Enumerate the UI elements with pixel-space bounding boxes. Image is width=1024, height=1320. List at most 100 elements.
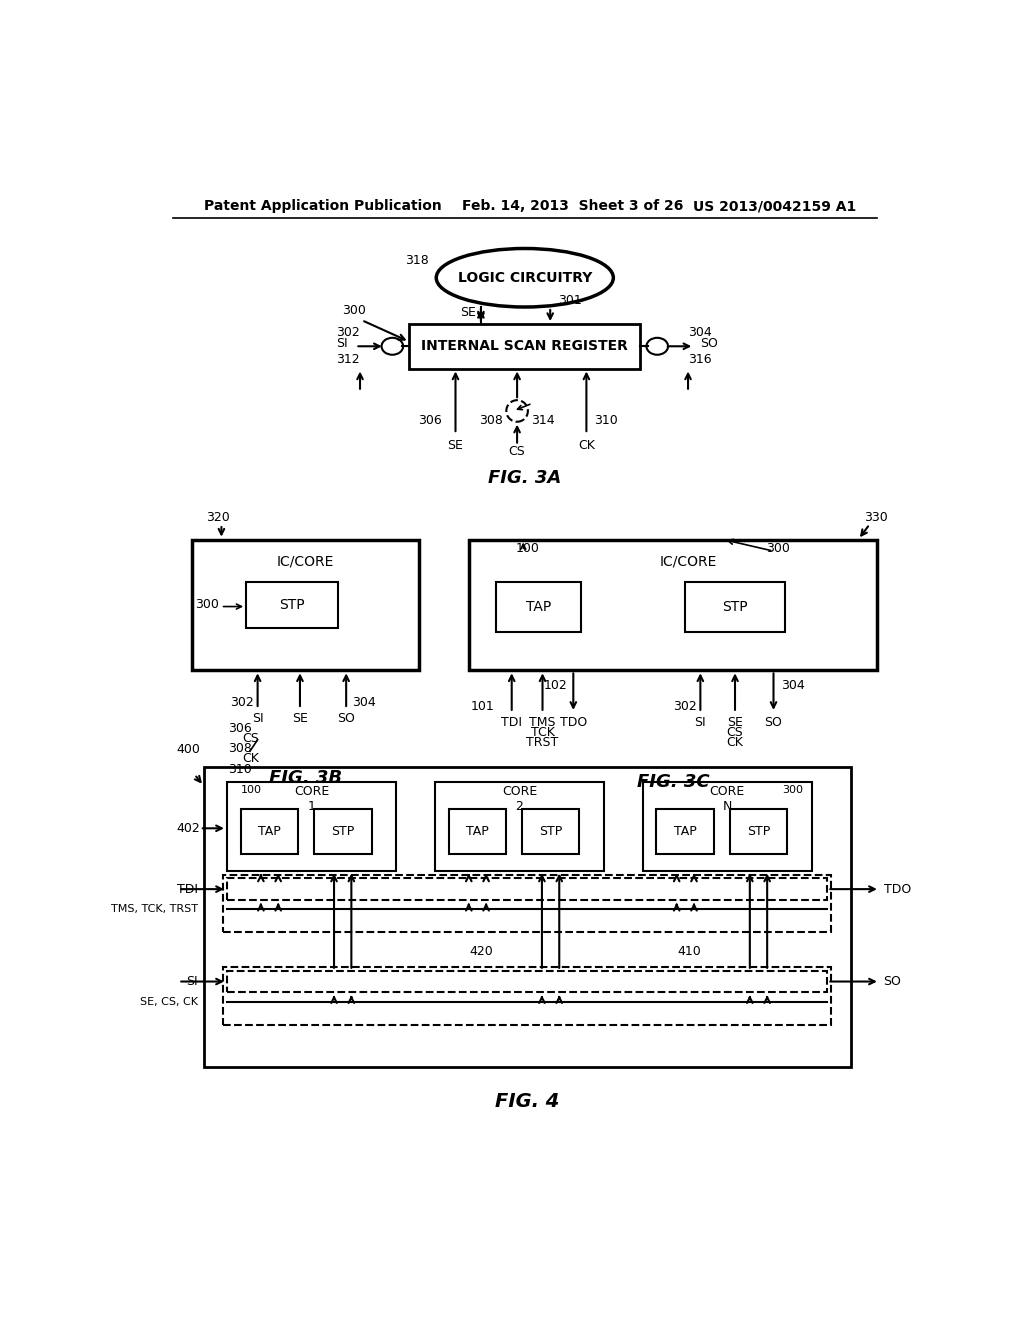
Text: SO: SO [337,711,355,725]
Bar [656,809,714,854]
Text: FIG. 4: FIG. 4 [495,1092,559,1111]
Bar [469,540,878,671]
Text: 302: 302 [336,326,360,339]
Text: TCK: TCK [530,726,554,739]
Text: 304: 304 [688,326,712,339]
Text: 400: 400 [176,743,200,756]
Text: 100: 100 [241,785,262,795]
Text: STP: STP [746,825,770,838]
Text: 310: 310 [228,763,252,776]
Text: TAP: TAP [526,599,551,614]
Bar [193,540,419,671]
Text: FIG. 3C: FIG. 3C [637,774,710,791]
Text: CS: CS [727,726,743,739]
Text: CORE
2: CORE 2 [502,785,537,813]
Bar [313,809,372,854]
Text: 312: 312 [337,352,360,366]
Circle shape [506,400,528,422]
Text: CORE
1: CORE 1 [294,785,329,813]
Text: SI: SI [186,975,198,989]
Text: 306: 306 [418,414,441,428]
Text: 306: 306 [228,722,252,735]
Text: 310: 310 [594,414,617,428]
Text: 301: 301 [558,294,582,308]
Text: 314: 314 [531,414,555,428]
Text: FIG. 3B: FIG. 3B [269,770,342,787]
Text: INTERNAL SCAN REGISTER: INTERNAL SCAN REGISTER [421,339,629,354]
Text: 308: 308 [479,414,503,428]
Text: SO: SO [884,975,901,989]
Bar [643,781,812,871]
Text: TMS: TMS [529,717,556,730]
Text: US 2013/0042159 A1: US 2013/0042159 A1 [692,199,856,213]
Text: SE: SE [727,717,743,730]
Text: STP: STP [331,825,354,838]
Text: SE, CS, CK: SE, CS, CK [139,997,198,1007]
Text: 308: 308 [228,742,252,755]
Bar [497,582,581,632]
Bar [410,323,640,368]
Text: SI: SI [694,717,707,730]
Text: TDO: TDO [884,883,911,896]
Bar [226,781,396,871]
Text: SI: SI [252,711,263,725]
Text: SE: SE [461,306,476,319]
Text: 402: 402 [176,822,200,834]
Text: CS: CS [509,445,525,458]
Ellipse shape [382,338,403,355]
Text: TDI: TDI [501,717,522,730]
Bar [521,809,580,854]
Ellipse shape [436,248,613,308]
Text: IC/CORE: IC/CORE [278,554,335,568]
Text: LOGIC CIRCUITRY: LOGIC CIRCUITRY [458,271,592,285]
Text: 410: 410 [677,945,700,958]
Text: SO: SO [700,338,718,351]
Text: 302: 302 [230,696,254,709]
Bar [730,809,787,854]
Bar [685,582,785,632]
Bar [435,781,604,871]
Bar [223,966,831,1024]
Text: 304: 304 [352,696,376,709]
Text: CK: CK [578,440,595,453]
Bar [204,767,851,1067]
Text: TAP: TAP [258,825,281,838]
Text: SI: SI [336,338,348,351]
Text: TAP: TAP [674,825,696,838]
Text: TDI: TDI [176,883,198,896]
Bar [226,878,827,900]
Text: IC/CORE: IC/CORE [660,554,718,568]
Text: CORE
N: CORE N [710,785,744,813]
Text: 420: 420 [469,945,493,958]
Text: Patent Application Publication: Patent Application Publication [204,199,441,213]
Bar [226,970,827,993]
Text: CK: CK [243,752,259,766]
Text: TDO: TDO [560,717,587,730]
Text: SO: SO [765,717,782,730]
Text: STP: STP [539,825,562,838]
Text: 101: 101 [471,700,495,713]
Text: 316: 316 [688,352,712,366]
Text: 330: 330 [863,511,888,524]
Text: 102: 102 [544,680,567,693]
Text: SE: SE [292,711,308,725]
Text: STP: STP [280,598,305,612]
Bar [223,874,831,932]
Text: CK: CK [727,737,743,750]
Text: 300: 300 [781,785,803,795]
Text: STP: STP [722,599,748,614]
Text: 320: 320 [206,511,229,524]
Text: 318: 318 [404,255,429,268]
Text: 300: 300 [766,543,790,556]
Text: TMS, TCK, TRST: TMS, TCK, TRST [111,904,198,915]
Bar [449,809,506,854]
Text: 302: 302 [673,700,696,713]
Text: 300: 300 [196,598,219,611]
Text: TAP: TAP [466,825,488,838]
Text: TRST: TRST [526,737,559,750]
Text: 300: 300 [342,305,366,317]
Text: 304: 304 [781,680,805,693]
Text: FIG. 3A: FIG. 3A [488,469,561,487]
Text: 100: 100 [515,543,540,556]
Text: SE: SE [447,440,464,453]
